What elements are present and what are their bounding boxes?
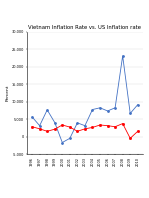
Vietnam Inflation Rate xyxy=(137,103,139,106)
Vietnam Inflation Rate xyxy=(114,107,116,109)
Y-axis label: Percent: Percent xyxy=(6,85,10,101)
US Inflation Rate xyxy=(46,130,48,132)
US Inflation Rate xyxy=(122,122,124,125)
US Inflation Rate xyxy=(31,126,33,128)
US Inflation Rate xyxy=(69,126,71,128)
Line: Vietnam Inflation Rate: Vietnam Inflation Rate xyxy=(31,55,138,143)
US Inflation Rate xyxy=(54,128,56,130)
US Inflation Rate xyxy=(129,137,131,140)
US Inflation Rate xyxy=(137,130,139,132)
Line: US Inflation Rate: US Inflation Rate xyxy=(31,123,138,139)
Vietnam Inflation Rate xyxy=(84,125,86,127)
Vietnam Inflation Rate xyxy=(76,122,78,124)
Vietnam Inflation Rate xyxy=(92,108,93,111)
Vietnam Inflation Rate xyxy=(69,137,71,140)
Title: Vietnam Inflation Rate vs. US Inflation rate: Vietnam Inflation Rate vs. US Inflation … xyxy=(28,25,141,30)
Vietnam Inflation Rate xyxy=(107,110,108,112)
US Inflation Rate xyxy=(76,130,78,132)
Vietnam Inflation Rate xyxy=(39,125,41,127)
Vietnam Inflation Rate xyxy=(61,141,63,144)
US Inflation Rate xyxy=(39,128,41,130)
Vietnam Inflation Rate xyxy=(122,55,124,57)
US Inflation Rate xyxy=(99,124,101,126)
US Inflation Rate xyxy=(107,125,108,127)
US Inflation Rate xyxy=(92,126,93,129)
Vietnam Inflation Rate xyxy=(46,109,48,111)
US Inflation Rate xyxy=(84,128,86,130)
US Inflation Rate xyxy=(61,124,63,126)
Vietnam Inflation Rate xyxy=(99,107,101,109)
Vietnam Inflation Rate xyxy=(31,116,33,118)
Vietnam Inflation Rate xyxy=(54,121,56,124)
US Inflation Rate xyxy=(114,126,116,128)
Vietnam Inflation Rate xyxy=(129,112,131,115)
